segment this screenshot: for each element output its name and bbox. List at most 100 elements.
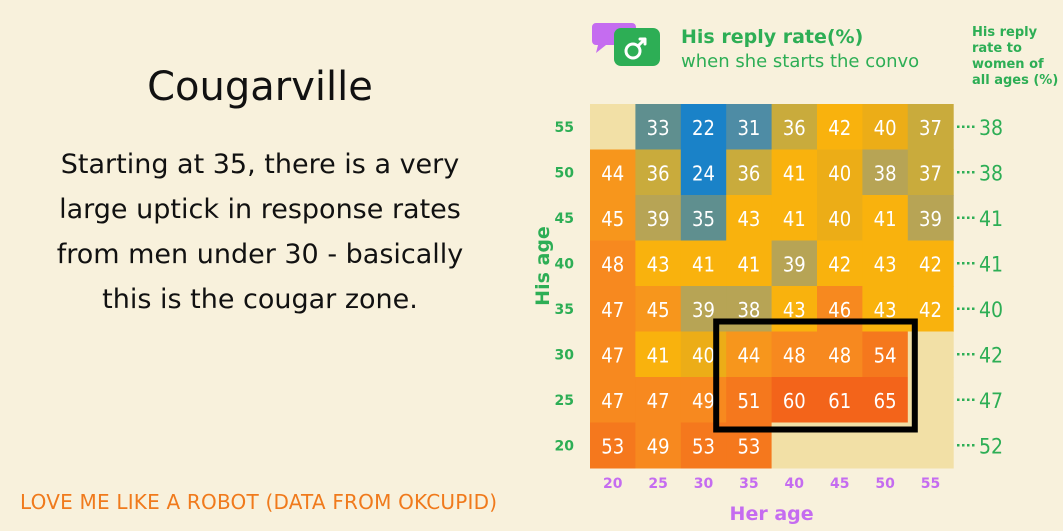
y-axis-label: His age bbox=[532, 226, 554, 306]
cell-value-label: 39 bbox=[919, 207, 942, 231]
cell-value-label: 36 bbox=[737, 161, 760, 185]
heatmap-cell bbox=[862, 377, 909, 423]
heatmap-cell bbox=[680, 195, 727, 241]
cell-value-label: 22 bbox=[692, 116, 715, 140]
cell-value-label: 36 bbox=[783, 116, 806, 140]
heatmap-cell bbox=[907, 149, 954, 196]
cell-value-label: 33 bbox=[647, 116, 670, 140]
x-tick-label: 55 bbox=[921, 476, 940, 492]
cell-value-label: 31 bbox=[737, 116, 760, 140]
heatmap-cell bbox=[590, 422, 636, 469]
heatmap-cell bbox=[862, 149, 909, 196]
y-tick-label: 30 bbox=[555, 347, 575, 363]
heatmap-cell bbox=[590, 286, 636, 332]
cell-value-label: 39 bbox=[692, 298, 715, 322]
heatmap-cell bbox=[771, 240, 818, 287]
heatmap-cell bbox=[680, 104, 727, 150]
page-title: Cougarville bbox=[147, 64, 373, 110]
cell-value-label: 38 bbox=[737, 298, 760, 322]
cell-value-label: 46 bbox=[828, 298, 851, 322]
heatmap-cell bbox=[635, 195, 682, 241]
cell-value-label: 48 bbox=[601, 252, 624, 276]
cell-value-label: 42 bbox=[828, 116, 851, 140]
cell-value-label: 43 bbox=[874, 252, 897, 276]
row-totals-header: His reply rate to women of all ages (%) bbox=[972, 25, 1059, 88]
heatmap-cell bbox=[907, 104, 954, 150]
heatmap-cell bbox=[862, 331, 909, 378]
heatmap-cell bbox=[771, 331, 818, 378]
cell-value-label: 42 bbox=[919, 252, 942, 276]
cell-value-label: 41 bbox=[783, 161, 806, 185]
cell-value-label: 40 bbox=[828, 207, 851, 231]
row-total-label: 52 bbox=[979, 434, 1003, 458]
cell-value-label: 48 bbox=[783, 343, 806, 367]
heatmap-cell bbox=[635, 240, 682, 287]
row-total-label: 41 bbox=[979, 252, 1003, 276]
heatmap-cell bbox=[680, 240, 727, 287]
heatmap-cell bbox=[862, 195, 909, 241]
cell-value-label: 43 bbox=[737, 207, 760, 231]
cell-value-label: 43 bbox=[783, 298, 806, 322]
heatmap-cell bbox=[590, 377, 636, 423]
heatmap-cell bbox=[590, 104, 636, 150]
cell-value-label: 49 bbox=[647, 434, 670, 458]
cell-value-label: 47 bbox=[647, 389, 670, 413]
y-tick-label: 25 bbox=[555, 393, 574, 409]
heatmap-cell bbox=[817, 331, 863, 378]
heatmap-cell bbox=[726, 195, 773, 241]
heatmap-cell bbox=[590, 149, 636, 196]
cell-value-label: 41 bbox=[874, 207, 897, 231]
heatmap-cell bbox=[817, 240, 863, 287]
x-tick-label: 25 bbox=[648, 476, 667, 492]
cell-value-label: 53 bbox=[692, 434, 715, 458]
cell-value-label: 42 bbox=[828, 252, 851, 276]
cell-value-label: 41 bbox=[692, 252, 715, 276]
heatmap-cell bbox=[726, 104, 773, 150]
heatmap-cell bbox=[590, 331, 636, 378]
cell-value-label: 47 bbox=[601, 343, 624, 367]
cell-value-label: 40 bbox=[692, 343, 715, 367]
cell-value-label: 39 bbox=[647, 207, 670, 231]
x-tick-label: 45 bbox=[830, 476, 849, 492]
x-tick-label: 20 bbox=[603, 476, 623, 492]
cell-value-label: 35 bbox=[692, 207, 715, 231]
cell-value-label: 51 bbox=[737, 389, 760, 413]
y-tick-label: 35 bbox=[555, 302, 574, 318]
male-symbol-chat-bubble-icon bbox=[592, 23, 660, 66]
cell-value-label: 47 bbox=[601, 389, 624, 413]
heatmap-cell bbox=[726, 377, 773, 423]
x-tick-label: 40 bbox=[785, 476, 805, 492]
cell-value-label: 37 bbox=[919, 116, 942, 140]
cell-value-label: 65 bbox=[874, 389, 897, 413]
heatmap-cell bbox=[590, 195, 636, 241]
heatmap-cell bbox=[635, 149, 682, 196]
row-total-label: 41 bbox=[979, 207, 1003, 231]
y-tick-label: 45 bbox=[555, 211, 574, 227]
heatmap-cell bbox=[817, 195, 863, 241]
x-tick-label: 50 bbox=[875, 476, 895, 492]
heatmap-cell bbox=[680, 149, 727, 196]
heatmap-cell bbox=[726, 240, 773, 287]
cell-value-label: 41 bbox=[737, 252, 760, 276]
cell-value-label: 45 bbox=[647, 298, 670, 322]
y-tick-label: 50 bbox=[555, 165, 575, 181]
heatmap-cell bbox=[771, 195, 818, 241]
row-total-label: 40 bbox=[979, 298, 1003, 322]
cell-value-label: 37 bbox=[919, 161, 942, 185]
heatmap-cell bbox=[817, 104, 863, 150]
cell-value-label: 53 bbox=[737, 434, 760, 458]
cell-value-label: 54 bbox=[874, 343, 897, 367]
heatmap-cell bbox=[771, 104, 818, 150]
cell-value-label: 48 bbox=[828, 343, 851, 367]
heatmap-cell bbox=[590, 240, 636, 287]
highlight-box bbox=[713, 318, 918, 433]
cell-value-label: 42 bbox=[919, 298, 942, 322]
cell-value-label: 61 bbox=[828, 389, 851, 413]
heatmap-cell bbox=[771, 377, 818, 423]
heatmap-cell bbox=[907, 240, 954, 287]
source-footer: LOVE ME LIKE A ROBOT (DATA FROM OKCUPID) bbox=[20, 490, 498, 514]
cell-value-label: 45 bbox=[601, 207, 624, 231]
row-total-label: 38 bbox=[979, 116, 1003, 140]
heatmap-cell bbox=[862, 240, 909, 287]
